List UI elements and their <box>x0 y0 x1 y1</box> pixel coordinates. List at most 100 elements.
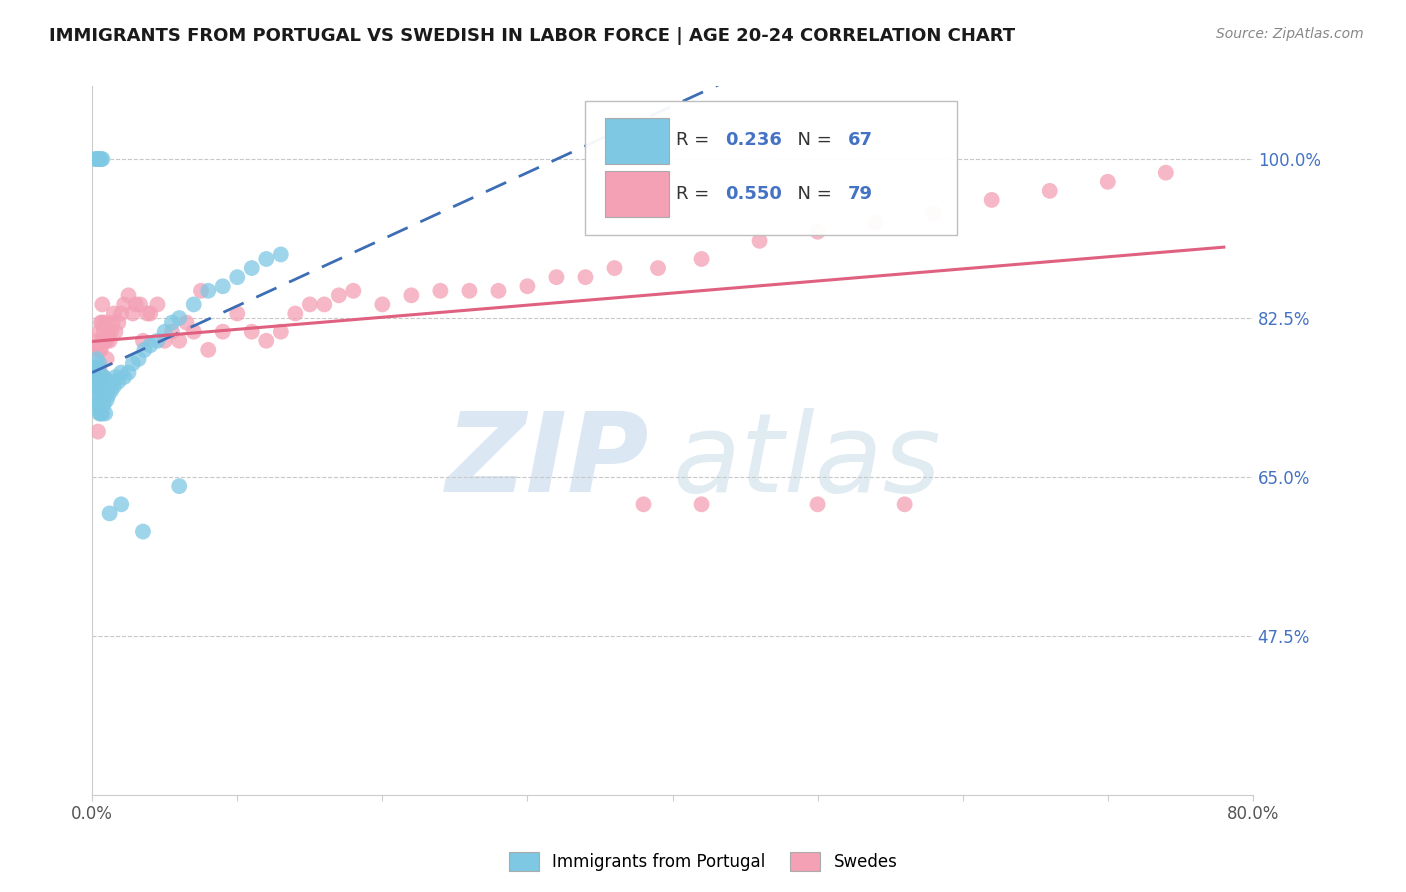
Point <box>97 325 120 339</box>
Point <box>117 288 139 302</box>
Point <box>87 334 110 348</box>
Point <box>160 325 183 339</box>
Point <box>160 316 183 330</box>
Point <box>226 306 249 320</box>
Point <box>167 311 190 326</box>
Text: N =: N = <box>786 185 838 203</box>
Point <box>94 407 117 421</box>
FancyBboxPatch shape <box>585 101 957 235</box>
Point <box>690 497 713 511</box>
Point <box>117 366 139 380</box>
Point <box>240 261 263 276</box>
Point <box>90 407 112 421</box>
Point <box>270 247 292 261</box>
Point <box>328 288 350 302</box>
Point <box>211 325 233 339</box>
Point <box>100 325 122 339</box>
Point <box>93 325 115 339</box>
Point <box>90 370 112 384</box>
Text: 67: 67 <box>848 130 873 148</box>
Point <box>91 334 114 348</box>
Point <box>240 325 263 339</box>
Point <box>90 397 112 411</box>
Point <box>96 375 118 389</box>
Point <box>84 370 107 384</box>
Point <box>197 284 219 298</box>
Text: atlas: atlas <box>672 409 941 516</box>
Point <box>110 366 132 380</box>
Text: N =: N = <box>786 130 838 148</box>
Point <box>134 343 156 357</box>
Point <box>458 284 481 298</box>
Point <box>87 152 110 166</box>
Point <box>132 524 155 539</box>
Point <box>129 297 152 311</box>
Point <box>226 270 249 285</box>
Point <box>132 334 155 348</box>
Point <box>103 379 125 393</box>
Point <box>86 343 108 357</box>
Text: ZIP: ZIP <box>446 409 650 516</box>
Point <box>136 306 159 320</box>
Point <box>91 370 114 384</box>
Point <box>86 351 108 366</box>
Point <box>748 234 770 248</box>
Legend: Immigrants from Portugal, Swedes: Immigrants from Portugal, Swedes <box>501 843 905 880</box>
Point <box>153 334 176 348</box>
Point <box>121 306 143 320</box>
Point <box>89 366 111 380</box>
Point <box>1154 166 1177 180</box>
Point <box>84 361 107 376</box>
Point <box>429 284 451 298</box>
Point <box>980 193 1002 207</box>
Point <box>97 388 120 402</box>
Point <box>104 325 127 339</box>
Point <box>104 370 127 384</box>
Point <box>93 370 115 384</box>
Point <box>298 297 321 311</box>
Point <box>91 384 114 398</box>
Point <box>125 297 148 311</box>
Point <box>87 361 110 376</box>
Point <box>633 497 655 511</box>
Point <box>89 152 111 166</box>
Point <box>90 379 112 393</box>
Point <box>121 356 143 370</box>
Point <box>371 297 394 311</box>
Point <box>90 388 112 402</box>
Point <box>342 284 364 298</box>
Point <box>86 370 108 384</box>
Point <box>167 334 190 348</box>
Point <box>922 206 945 220</box>
Point <box>87 388 110 402</box>
Point <box>197 343 219 357</box>
Point <box>112 370 135 384</box>
Point <box>98 334 121 348</box>
Point <box>84 370 107 384</box>
Point <box>139 338 162 352</box>
Point <box>690 252 713 266</box>
Point <box>87 370 110 384</box>
Point <box>101 316 124 330</box>
Point <box>546 270 568 285</box>
Point <box>96 392 118 407</box>
Point <box>101 375 124 389</box>
Point <box>100 384 122 398</box>
Point <box>153 325 176 339</box>
Point <box>190 284 212 298</box>
Point <box>89 384 111 398</box>
Point <box>89 343 111 357</box>
Point <box>107 316 129 330</box>
Point <box>865 216 887 230</box>
Point <box>90 343 112 357</box>
Point <box>91 407 114 421</box>
Point <box>86 379 108 393</box>
Point <box>94 316 117 330</box>
Point <box>96 351 118 366</box>
Point <box>93 384 115 398</box>
Point <box>112 297 135 311</box>
Point <box>254 334 277 348</box>
Point <box>211 279 233 293</box>
Point <box>87 379 110 393</box>
Point <box>183 297 205 311</box>
